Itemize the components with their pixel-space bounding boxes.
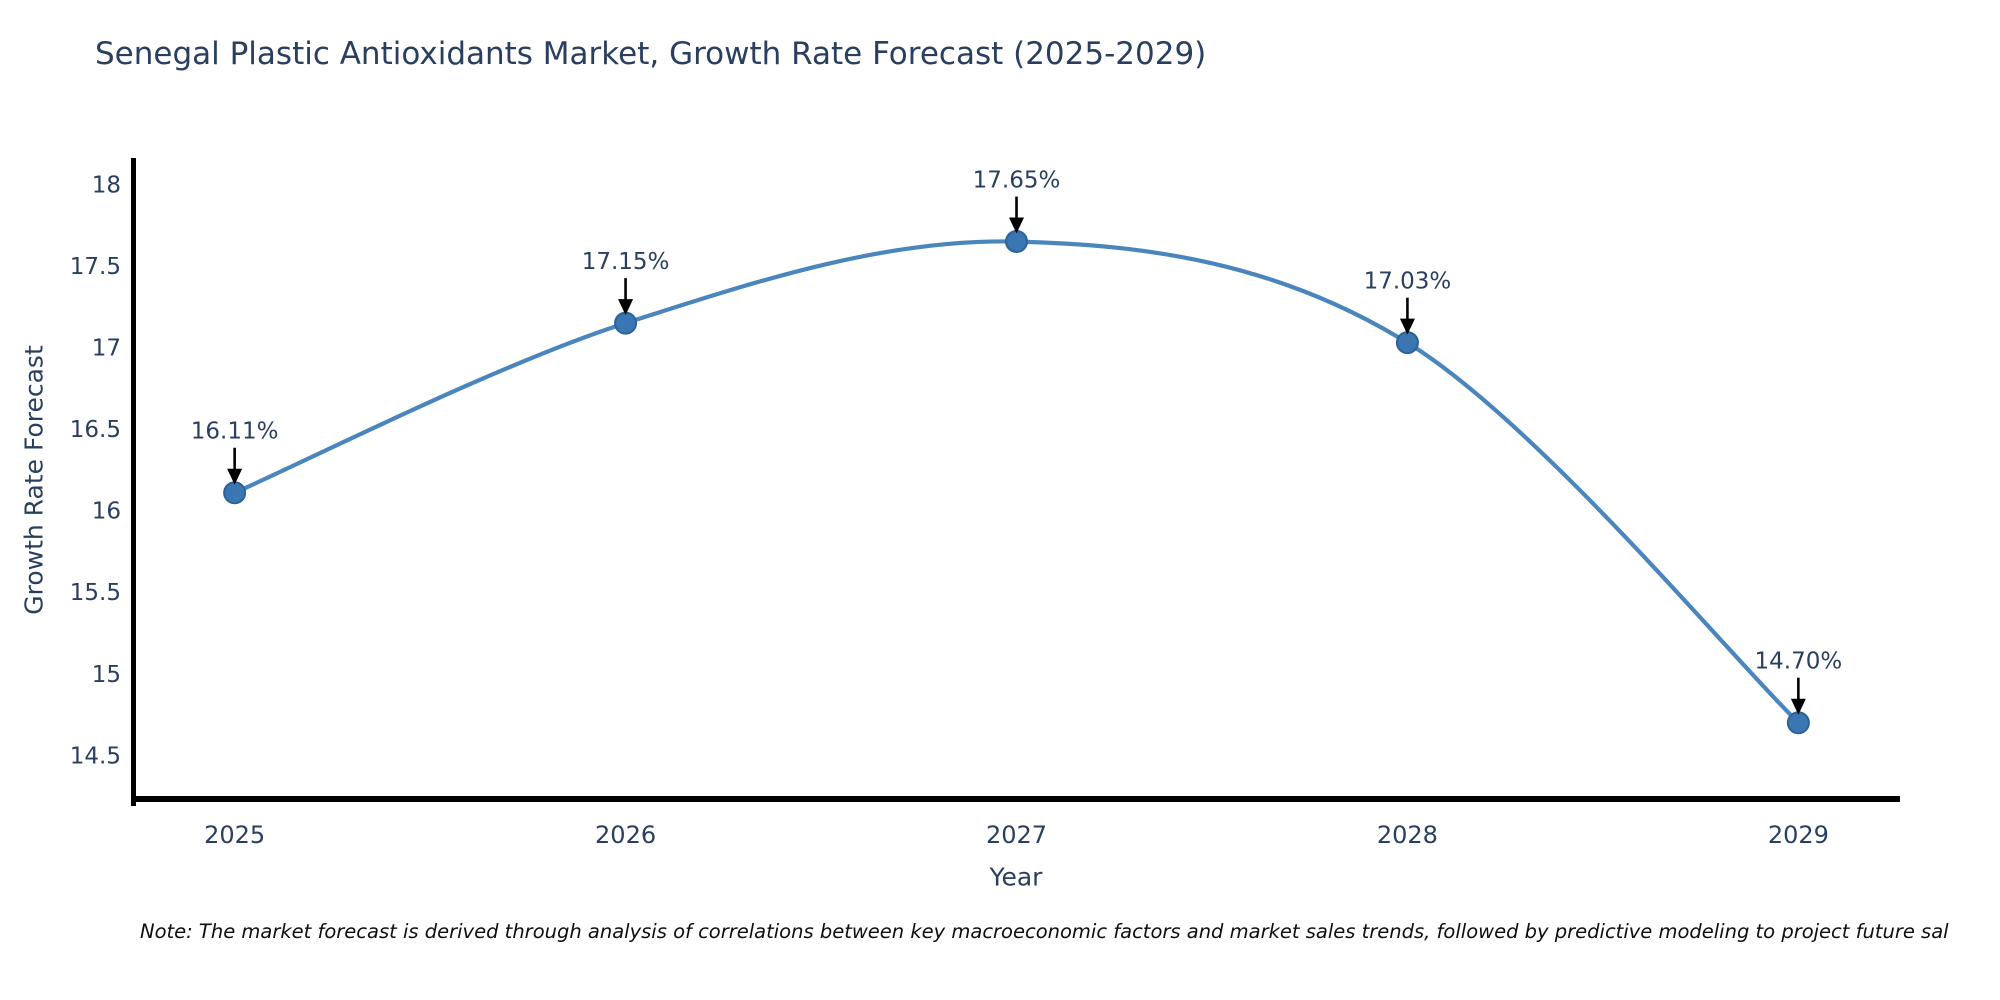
y-tick-label: 18 <box>92 172 121 198</box>
annotation-arrowhead-icon <box>618 299 634 316</box>
point-annotation-label: 17.15% <box>582 249 670 275</box>
x-tick-label: 2029 <box>1768 821 1829 849</box>
y-tick-label: 15 <box>92 662 121 688</box>
annotation-arrowhead-icon <box>1399 318 1415 335</box>
x-tick-label: 2028 <box>1377 821 1438 849</box>
data-point-marker[interactable] <box>223 481 247 505</box>
point-annotation-label: 14.70% <box>1755 649 1843 675</box>
y-tick-label: 16.5 <box>70 417 121 443</box>
data-point-marker[interactable] <box>1005 230 1028 254</box>
data-point-marker[interactable] <box>1395 331 1419 355</box>
annotation-arrowhead-icon <box>1790 698 1806 715</box>
footnote: Note: The market forecast is derived thr… <box>140 920 1949 943</box>
data-point-marker[interactable] <box>614 311 638 335</box>
annotation-arrowhead-icon <box>227 468 243 485</box>
y-tick-label: 17 <box>92 336 121 362</box>
point-annotation-label: 17.65% <box>973 168 1061 194</box>
chart-title: Senegal Plastic Antioxidants Market, Gro… <box>95 36 1207 72</box>
forecast-line <box>232 239 1801 725</box>
annotation-arrowhead-icon <box>1009 217 1024 234</box>
x-axis-title: Year <box>989 862 1043 892</box>
x-axis-spine <box>131 796 1900 802</box>
data-point-marker[interactable] <box>1786 711 1810 735</box>
y-tick-label: 17.5 <box>70 254 121 280</box>
point-annotation-label: 17.03% <box>1364 269 1452 295</box>
x-tick-label: 2027 <box>986 821 1047 849</box>
y-axis-spine <box>131 158 136 806</box>
y-tick-label: 16 <box>92 499 121 525</box>
y-tick-label: 14.5 <box>70 743 121 769</box>
y-tick-label: 15.5 <box>70 580 121 606</box>
x-tick-label: 2026 <box>595 821 656 849</box>
x-tick-label: 2025 <box>204 821 265 849</box>
point-annotation-label: 16.11% <box>191 419 279 445</box>
